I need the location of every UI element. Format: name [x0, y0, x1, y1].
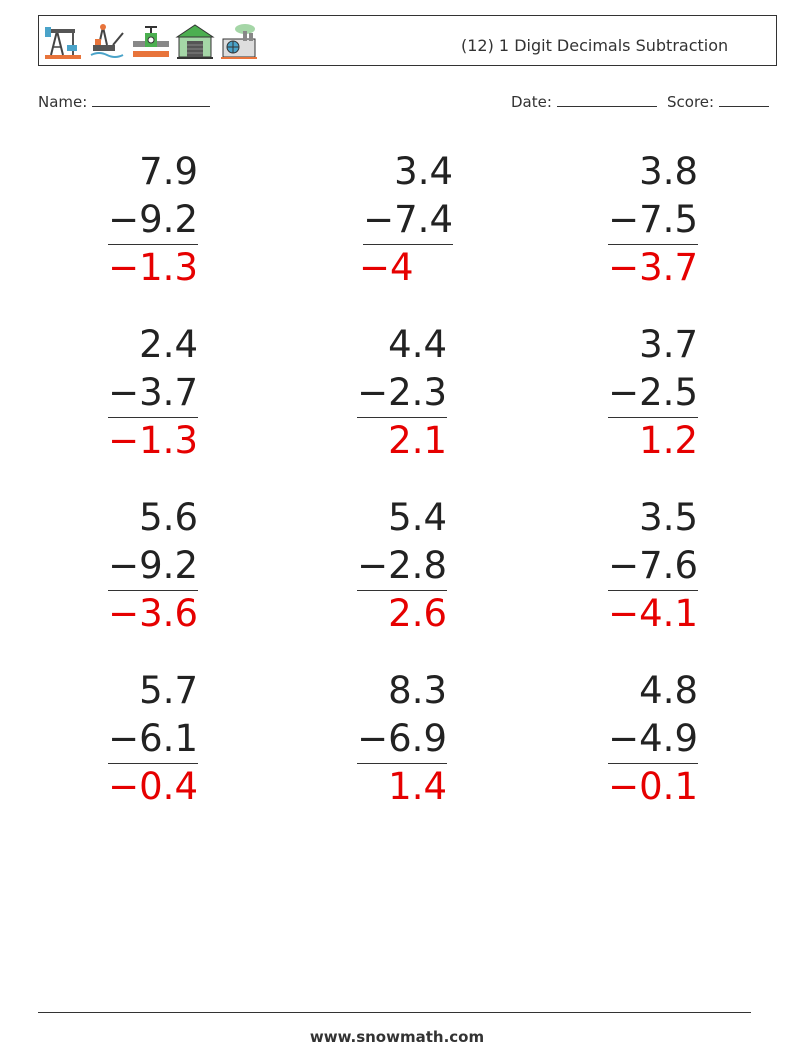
problem-7: 5.6 −9.2 −3.6: [38, 494, 198, 638]
problem-5: 4.4 −2.3 2.1: [287, 321, 447, 465]
minuend: 5.7: [139, 669, 198, 712]
subtrahend: −7.4: [363, 196, 453, 245]
subtrahend: −2.3: [357, 369, 447, 418]
answer: −0.1: [608, 765, 698, 808]
factory-icon: [221, 24, 257, 59]
problem-10: 5.7 −6.1 −0.4: [38, 667, 198, 811]
subtrahend: −9.2: [108, 542, 198, 591]
answer: −4: [359, 246, 414, 289]
warehouse-icon: [175, 24, 215, 59]
answer: −0.4: [108, 765, 198, 808]
answer: −1.3: [108, 246, 198, 289]
minuend: 5.4: [388, 496, 447, 539]
minuend: 4.4: [388, 323, 447, 366]
subtrahend: −3.7: [108, 369, 198, 418]
subtrahend: −7.5: [608, 196, 698, 245]
footer-divider: [38, 1012, 751, 1013]
problem-4: 2.4 −3.7 −1.3: [38, 321, 198, 465]
score-field[interactable]: Score:: [667, 93, 769, 111]
answer: 1.2: [639, 419, 698, 462]
date-field[interactable]: Date:: [511, 93, 657, 111]
subtrahend: −6.9: [357, 715, 447, 764]
subtrahend: −2.8: [357, 542, 447, 591]
name-label: Name:: [38, 93, 88, 111]
name-line: [92, 94, 211, 107]
minuend: 7.9: [139, 150, 198, 193]
problem-1: 7.9 −9.2 −1.3: [38, 148, 198, 292]
minuend: 8.3: [388, 669, 447, 712]
subtrahend: −9.2: [108, 196, 198, 245]
problem-12: 4.8 −4.9 −0.1: [538, 667, 698, 811]
answer: 1.4: [388, 765, 447, 808]
score-label: Score:: [667, 93, 715, 111]
minuend: 5.6: [139, 496, 198, 539]
minuend: 3.7: [639, 323, 698, 366]
answer: 2.1: [388, 419, 447, 462]
minuend: 4.8: [639, 669, 698, 712]
answer: −1.3: [108, 419, 198, 462]
header-icons: [43, 21, 259, 63]
pipeline-valve-icon: [133, 26, 169, 57]
subtrahend: −7.6: [608, 542, 698, 591]
oil-rig-icon: [90, 24, 124, 58]
answer: 2.6: [388, 592, 447, 635]
subtrahend: −4.9: [608, 715, 698, 764]
minuend: 3.5: [639, 496, 698, 539]
answer: −4.1: [608, 592, 698, 635]
subtrahend: −2.5: [608, 369, 698, 418]
problem-2: 3.4 −7.4 −4: [293, 148, 453, 292]
answer: −3.6: [108, 592, 198, 635]
score-line: [718, 94, 769, 107]
date-line: [556, 94, 657, 107]
footer-url[interactable]: www.snowmath.com: [309, 1028, 485, 1046]
problem-11: 8.3 −6.9 1.4: [287, 667, 447, 811]
worksheet-header: (12) 1 Digit Decimals Subtraction: [38, 15, 777, 66]
oil-pump-icon: [45, 27, 81, 59]
problem-6: 3.7 −2.5 1.2: [538, 321, 698, 465]
date-label: Date:: [511, 93, 552, 111]
problem-8: 5.4 −2.8 2.6: [287, 494, 447, 638]
minuend: 3.4: [394, 150, 453, 193]
name-field[interactable]: Name:: [38, 93, 211, 111]
minuend: 3.8: [639, 150, 698, 193]
problem-9: 3.5 −7.6 −4.1: [538, 494, 698, 638]
subtrahend: −6.1: [108, 715, 198, 764]
minuend: 2.4: [139, 323, 198, 366]
worksheet-title: (12) 1 Digit Decimals Subtraction: [461, 36, 729, 55]
answer: −3.7: [608, 246, 698, 289]
problem-3: 3.8 −7.5 −3.7: [538, 148, 698, 292]
